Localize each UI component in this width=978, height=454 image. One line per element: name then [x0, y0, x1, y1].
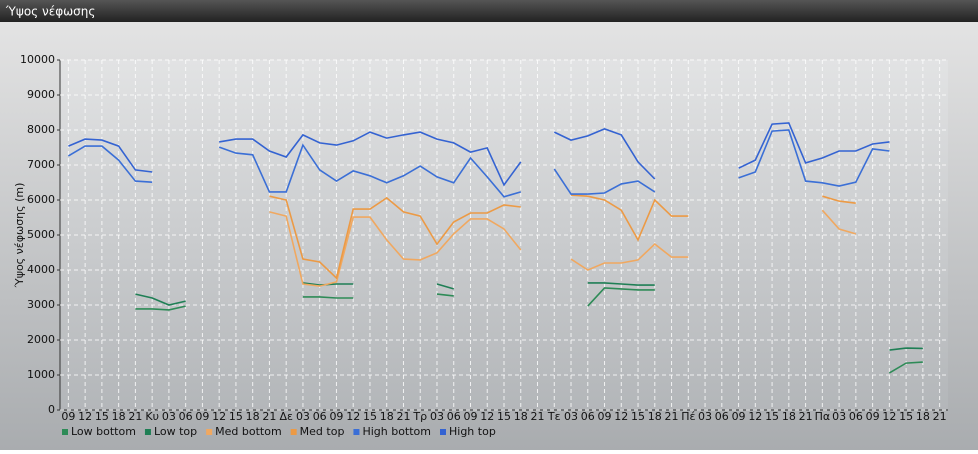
x-tick-label: 09 [329, 410, 343, 423]
x-tick-label: 09 [598, 410, 612, 423]
legend-swatch [144, 429, 151, 435]
x-tick-label: 21 [396, 410, 410, 423]
legend-swatch [440, 429, 446, 435]
legend-swatch [62, 429, 68, 435]
x-tick-label: Πα [815, 410, 831, 423]
x-tick-label: 15 [95, 410, 109, 423]
x-tick-label: 12 [748, 410, 762, 423]
x-tick-label: 18 [782, 410, 796, 423]
x-tick-label: 12 [480, 410, 494, 423]
x-tick-label: 15 [765, 410, 779, 423]
y-tick-label: 5000 [27, 228, 55, 241]
x-tick-label: 03 [296, 410, 310, 423]
x-tick-label: 12 [78, 410, 92, 423]
x-tick-label: 09 [866, 410, 880, 423]
x-tick-label: 15 [363, 410, 377, 423]
x-tick-label: Πέ [681, 410, 695, 423]
title-bar [0, 0, 978, 22]
y-tick-label: 7000 [27, 158, 55, 171]
legend-label: Med top [300, 425, 345, 438]
x-tick-label: 06 [447, 410, 461, 423]
x-tick-label: 18 [648, 410, 662, 423]
x-tick-label: Δε [279, 410, 293, 423]
x-tick-label: 18 [112, 410, 126, 423]
x-tick-label: 21 [665, 410, 679, 423]
x-tick-label: 12 [614, 410, 628, 423]
legend-swatch [353, 429, 360, 435]
x-tick-label: 18 [916, 410, 930, 423]
series-line [135, 287, 923, 374]
y-tick-label: 4000 [27, 263, 55, 276]
x-tick-label: 15 [899, 410, 913, 423]
x-tick-label: 15 [631, 410, 645, 423]
chart-title: Ύψος νέφωσης [5, 5, 95, 19]
x-tick-label: 06 [849, 410, 863, 423]
series-line [67, 129, 890, 198]
x-tick-label: 21 [128, 410, 142, 423]
x-tick-label: 06 [581, 410, 595, 423]
y-tick-label: 0 [48, 403, 55, 416]
y-tick-label: 2000 [27, 333, 55, 346]
x-tick-label: 03 [162, 410, 176, 423]
legend-label: High top [449, 425, 496, 438]
x-tick-label: 09 [463, 410, 477, 423]
x-tick-label: 06 [179, 410, 193, 423]
y-tick-label: 9000 [27, 88, 55, 101]
y-tick-label: 8000 [27, 123, 55, 136]
x-tick-label: 15 [497, 410, 511, 423]
x-tick-label: 06 [313, 410, 327, 423]
y-tick-label: 1000 [27, 368, 55, 381]
x-tick-label: 15 [229, 410, 243, 423]
x-tick-label: 21 [262, 410, 276, 423]
y-axis-label: Ύψος νέφωσης (m) [13, 183, 26, 289]
x-tick-label: 21 [933, 410, 947, 423]
legend-label: Low top [154, 425, 197, 438]
x-tick-label: 09 [195, 410, 209, 423]
y-tick-label: 6000 [27, 193, 55, 206]
x-tick-label: Τρ [412, 410, 427, 423]
y-tick-label: 3000 [27, 298, 55, 311]
x-tick-label: 18 [514, 410, 528, 423]
x-tick-label: 18 [246, 410, 260, 423]
x-tick-label: 03 [430, 410, 444, 423]
y-tick-label: 10000 [20, 53, 55, 66]
series-line [269, 209, 857, 287]
x-tick-label: Τε [547, 410, 561, 423]
series-line [68, 122, 890, 187]
legend-swatch [290, 429, 297, 435]
legend-label: High bottom [362, 425, 431, 438]
x-tick-label: Κυ [145, 410, 159, 423]
x-tick-label: 03 [564, 410, 578, 423]
legend-label: Med bottom [215, 425, 282, 438]
x-tick-label: 12 [212, 410, 226, 423]
x-tick-label: 03 [832, 410, 846, 423]
x-tick-label: 06 [715, 410, 729, 423]
x-tick-label: 09 [61, 410, 75, 423]
legend-label: Low bottom [71, 425, 136, 438]
x-tick-label: 03 [698, 410, 712, 423]
series-line [269, 194, 856, 280]
x-tick-label: 18 [380, 410, 394, 423]
x-tick-label: 09 [732, 410, 746, 423]
x-tick-label: 12 [346, 410, 360, 423]
x-tick-label: 21 [531, 410, 545, 423]
x-tick-label: 12 [882, 410, 896, 423]
x-tick-label: 21 [799, 410, 813, 423]
legend-swatch [206, 429, 213, 435]
